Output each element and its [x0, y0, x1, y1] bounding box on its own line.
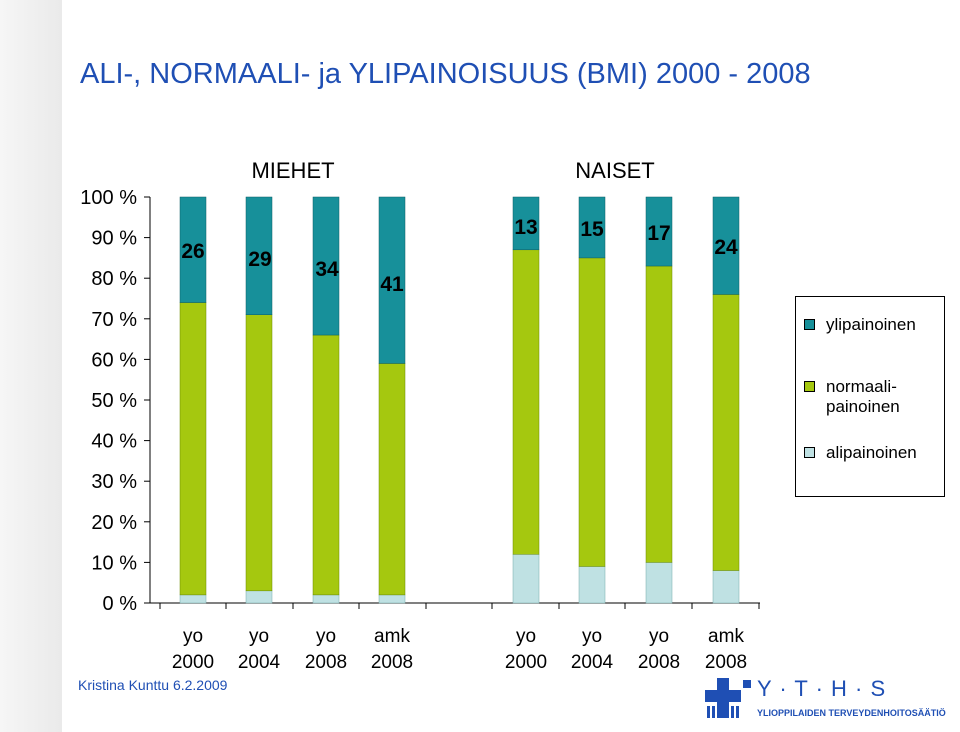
data-label: 13 — [514, 216, 537, 239]
x-tick-label-line2: 2000 — [505, 652, 547, 673]
left-decorative-band — [0, 0, 62, 732]
chart-legend: ylipainoinen normaali- painoinen alipain… — [795, 296, 945, 497]
data-label: 34 — [315, 258, 339, 281]
footer-author: Kristina Kunttu 6.2.2009 — [78, 677, 228, 693]
y-tick-label: 10 % — [91, 552, 137, 574]
data-label: 17 — [647, 222, 670, 245]
bar-segment-alipainoinen — [578, 566, 606, 604]
legend-label-normaalipainoinen: normaali- painoinen — [826, 377, 900, 416]
yths-emblem-icon — [705, 678, 751, 718]
x-tick-label-line2: 2008 — [371, 652, 413, 673]
x-tick-label-line1: yo — [316, 626, 336, 647]
x-tick-label-line2: 2008 — [305, 652, 347, 673]
bar-segment-ylipainoinen — [378, 196, 406, 364]
bar-segment-normaalipainoinen — [578, 257, 606, 567]
x-tick-label-line1: yo — [183, 626, 203, 647]
bar-segment-ylipainoinen — [712, 196, 740, 295]
y-tick-label: 90 % — [91, 228, 137, 250]
bar-segment-alipainoinen — [645, 562, 673, 604]
x-tick-label-line2: 2000 — [172, 652, 214, 673]
data-label: 24 — [714, 236, 738, 259]
y-tick-label: 70 % — [91, 309, 137, 331]
data-label: 41 — [380, 273, 404, 296]
bar-segment-alipainoinen — [512, 554, 540, 604]
y-tick-label: 60 % — [91, 349, 137, 371]
x-tick-label-line1: yo — [516, 626, 536, 647]
data-label: 15 — [580, 218, 604, 241]
x-tick-label-line2: 2008 — [638, 652, 680, 673]
bar-segment-ylipainoinen — [179, 196, 207, 303]
legend-swatch-normaalipainoinen — [804, 381, 815, 392]
data-label: 26 — [181, 240, 204, 263]
bar-segment-alipainoinen — [179, 594, 207, 604]
yths-logo: Y · T · H · S YLIOPPILAIDEN TERVEYDENHOI… — [703, 676, 959, 722]
logo-subtitle: YLIOPPILAIDEN TERVEYDENHOITOSÄÄTIÖ — [757, 708, 946, 718]
bar-segment-ylipainoinen — [245, 196, 273, 315]
group-title-miehet: MIEHET — [251, 158, 334, 183]
group-title-naiset: NAISET — [575, 158, 654, 183]
bar-segment-alipainoinen — [378, 594, 406, 604]
x-tick-label-line2: 2008 — [705, 652, 747, 673]
bar-segment-normaalipainoinen — [512, 249, 540, 555]
y-tick-label: 40 % — [91, 431, 137, 453]
legend-swatch-alipainoinen — [804, 447, 815, 458]
x-tick-label-line2: 2004 — [571, 652, 614, 673]
x-tick-label-line1: yo — [249, 626, 269, 647]
bar-segment-normaalipainoinen — [712, 294, 740, 571]
page-title: ALI-, NORMAALI- ja YLIPAINOISUUS (BMI) 2… — [80, 58, 811, 90]
y-tick-label: 20 % — [91, 512, 137, 534]
x-tick-label-line1: yo — [582, 626, 602, 647]
y-tick-label: 0 % — [103, 593, 138, 615]
bar-segment-normaalipainoinen — [312, 334, 340, 596]
logo-letters: Y · T · H · S — [757, 676, 887, 701]
y-tick-label: 50 % — [91, 390, 137, 412]
bar-segment-ylipainoinen — [312, 196, 340, 336]
bar-segment-normaalipainoinen — [378, 363, 406, 596]
bar-segment-ylipainoinen — [512, 196, 540, 251]
legend-label-ylipainoinen: ylipainoinen — [826, 315, 916, 334]
bar-segment-ylipainoinen — [645, 196, 673, 267]
y-tick-label: 30 % — [91, 471, 137, 493]
x-tick-label-line1: amk — [708, 626, 744, 647]
x-tick-label-line1: amk — [374, 626, 410, 647]
data-label: 29 — [248, 248, 271, 271]
bar-segment-normaalipainoinen — [179, 302, 207, 596]
y-tick-label: 100 % — [80, 187, 137, 209]
x-tick-label-line1: yo — [649, 626, 669, 647]
bar-segment-alipainoinen — [245, 590, 273, 604]
bar-segment-alipainoinen — [312, 594, 340, 604]
x-tick-label-line2: 2004 — [238, 652, 281, 673]
bar-segment-normaalipainoinen — [245, 314, 273, 592]
bar-segment-ylipainoinen — [578, 196, 606, 259]
bar-segment-alipainoinen — [712, 570, 740, 604]
bar-segment-normaalipainoinen — [645, 265, 673, 563]
y-tick-label: 80 % — [91, 268, 137, 290]
legend-label-alipainoinen: alipainoinen — [826, 443, 917, 462]
legend-swatch-ylipainoinen — [804, 319, 815, 330]
